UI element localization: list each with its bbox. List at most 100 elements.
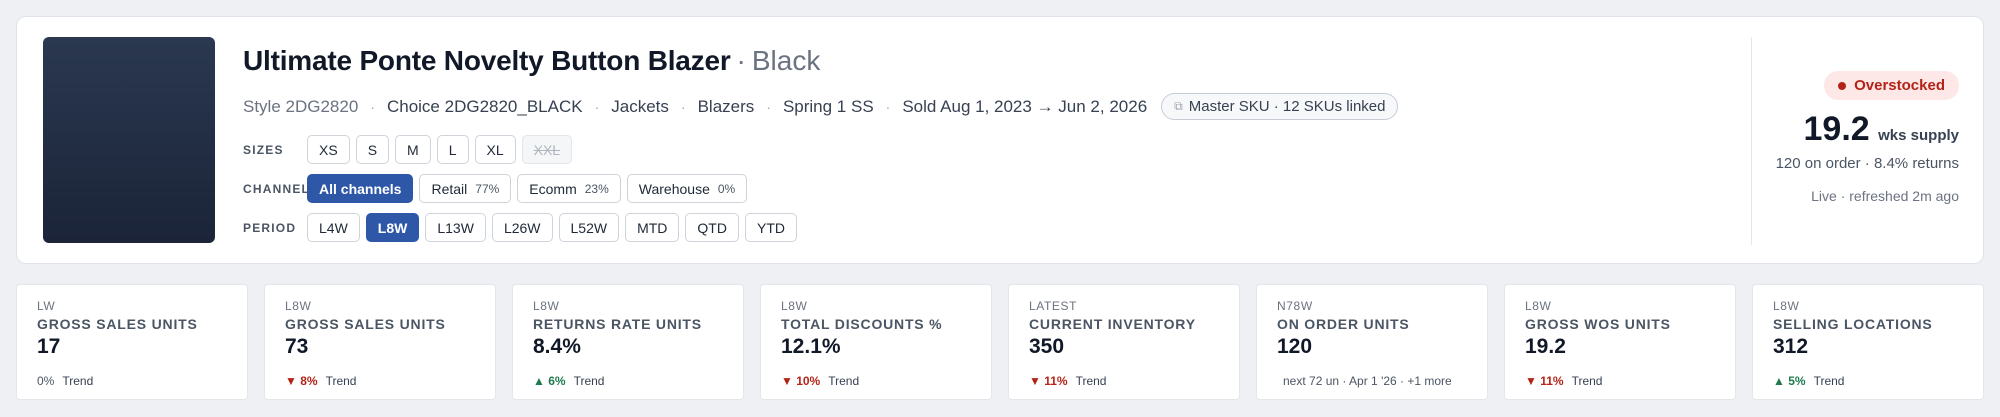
channel-chip-all-channels[interactable]: All channels	[307, 174, 414, 203]
channel-chip-name: Warehouse	[638, 180, 710, 197]
kpi-card[interactable]: L8W TOTAL DISCOUNTS % 12.1% ▼ 10% Trend	[760, 284, 992, 400]
period-row: PERIOD L4W L8W L13W L26W L52W MTD QTD YTD	[243, 213, 803, 242]
kpi-label: TOTAL DISCOUNTS %	[781, 316, 943, 332]
sold-range: Sold Aug 1, 2023 → Jun 2, 2026	[902, 96, 1148, 116]
sizes-row: SIZES XS S M L XL XXL	[243, 135, 578, 164]
link-icon: ⧉	[1174, 99, 1183, 113]
kpi-card[interactable]: L8W GROSS SALES UNITS 73 ▼ 8% Trend	[264, 284, 496, 400]
master-sku-pill[interactable]: ⧉ Master SKU · 12 SKUs linked	[1161, 93, 1399, 120]
kpi-label: GROSS WOS UNITS	[1525, 316, 1671, 332]
department: Jackets	[611, 96, 669, 116]
kpi-period: LATEST	[1029, 299, 1078, 313]
title-separator: ·	[736, 45, 746, 76]
style-code: Style 2DG2820	[243, 96, 359, 116]
channel-chip-retail[interactable]: Retail 77%	[419, 174, 512, 203]
kpi-period: L8W	[1773, 299, 1800, 313]
kpi-note: next 72 un · Apr 1 '26 · +1 more	[1283, 374, 1452, 388]
master-sku-label: Master SKU · 12 SKUs linked	[1188, 98, 1386, 115]
channel-chip-ecomm[interactable]: Ecomm 23%	[517, 174, 621, 203]
size-chip-m[interactable]: M	[395, 135, 431, 164]
kpi-value: 19.2	[1525, 335, 1566, 358]
side-divider	[1751, 37, 1752, 245]
kpi-value: 17	[37, 335, 61, 358]
size-chip-l[interactable]: L	[436, 135, 469, 164]
kpi-trend: 0% Trend	[37, 374, 227, 388]
size-chip-xs[interactable]: XS	[307, 135, 350, 164]
period-label: PERIOD	[243, 220, 297, 235]
kpi-value: 350	[1029, 335, 1065, 358]
product-thumbnail[interactable]	[43, 37, 215, 243]
product-header-card: Ultimate Ponte Novelty Button Blazer · Bla…	[16, 16, 1984, 264]
period-chip-l4w[interactable]: L4W	[307, 213, 360, 242]
kpi-trend: ▼ 11% Trend	[1525, 374, 1715, 388]
product-title: Ultimate Ponte Novelty Button Blazer	[243, 45, 731, 76]
status-badge: Overstocked	[1824, 71, 1959, 100]
period-chip-ytd[interactable]: YTD	[744, 213, 797, 242]
period-chip-l8w[interactable]: L8W	[365, 213, 420, 242]
period-chip-qtd[interactable]: QTD	[685, 213, 739, 242]
kpi-card[interactable]: LW GROSS SALES UNITS 17 0% Trend	[16, 284, 248, 400]
trend-delta: ▼ 11%	[1525, 374, 1564, 388]
trend-delta: ▲ 5%	[1773, 374, 1806, 388]
kpi-label: SELLING LOCATIONS	[1773, 316, 1933, 332]
kpi-label: RETURNS RATE UNITS	[533, 316, 702, 332]
trend-delta: 0%	[37, 374, 55, 388]
kpi-card[interactable]: L8W GROSS WOS UNITS 19.2 ▼ 11% Trend	[1504, 284, 1736, 400]
trend-delta: ▼ 10%	[781, 374, 821, 388]
channel-chip-warehouse[interactable]: Warehouse 0%	[626, 174, 748, 203]
size-chip-xxl: XXL	[521, 135, 573, 164]
meta-separator: ·	[680, 98, 686, 115]
channel-chip-share: 0%	[717, 181, 736, 196]
season: Spring 1 SS	[782, 96, 874, 116]
trend-delta: ▼ 11%	[1029, 374, 1068, 388]
trend-delta: ▲ 6%	[533, 374, 566, 388]
kpi-period: L8W	[533, 299, 560, 313]
sizes-label: SIZES	[243, 142, 284, 157]
class: Blazers	[697, 96, 755, 116]
size-chip-xl[interactable]: XL	[474, 135, 516, 164]
channel-row: CHANNEL All channels Retail 77% Ecomm 23% War…	[243, 174, 753, 203]
kpi-period: L8W	[1525, 299, 1552, 313]
period-chip-l26w[interactable]: L26W	[491, 213, 553, 242]
refresh-status: Live · refreshed 2m ago	[1811, 188, 1959, 204]
kpi-value: 120	[1277, 335, 1313, 358]
trend-label: Trend	[1813, 374, 1845, 388]
kpi-period: L8W	[781, 299, 808, 313]
status-dot-icon	[1838, 81, 1847, 90]
status-panel: Overstocked 19.2 wks supply 120 on order…	[1776, 71, 1959, 204]
channel-chip-name: Ecomm	[529, 180, 577, 197]
product-color: Black	[751, 45, 821, 76]
kpi-label: CURRENT INVENTORY	[1029, 316, 1196, 332]
meta-separator: ·	[766, 98, 771, 115]
size-chip-s[interactable]: S	[355, 135, 390, 164]
trend-delta: ▼ 8%	[285, 374, 318, 388]
sizes-chip-group: XS S M L XL XXL	[307, 135, 578, 164]
kpi-card[interactable]: N78W ON ORDER UNITS 120 next 72 un · Apr 1 …	[1256, 284, 1488, 400]
meta-separator: ·	[594, 98, 600, 115]
kpi-value: 12.1%	[781, 335, 841, 358]
kpi-card[interactable]: L8W SELLING LOCATIONS 312 ▲ 5% Trend	[1752, 284, 1984, 400]
kpi-label: GROSS SALES UNITS	[37, 316, 198, 332]
kpi-period: N78W	[1277, 299, 1313, 313]
channel-chip-share: 77%	[475, 181, 500, 196]
kpi-value: 312	[1773, 335, 1809, 358]
period-chip-mtd[interactable]: MTD	[625, 213, 680, 242]
kpi-label: ON ORDER UNITS	[1277, 316, 1410, 332]
kpi-trend: ▲ 5% Trend	[1773, 374, 1963, 388]
kpi-card[interactable]: L8W RETURNS RATE UNITS 8.4% ▲ 6% Trend	[512, 284, 744, 400]
status-badge-label: Overstocked	[1854, 77, 1945, 94]
kpi-value: 8.4%	[533, 335, 581, 358]
kpi-card[interactable]: LATEST CURRENT INVENTORY 350 ▼ 11% Trend	[1008, 284, 1240, 400]
trend-label: Trend	[325, 374, 357, 388]
weeks-supply: 19.2 wks supply	[1776, 110, 1960, 149]
meta-separator: ·	[885, 98, 891, 115]
kpi-period: L8W	[285, 299, 312, 313]
period-chip-l13w[interactable]: L13W	[425, 213, 486, 242]
kpi-trend: ▲ 6% Trend	[533, 374, 723, 388]
on-order-returns: 120 on order · 8.4% returns	[1775, 155, 1959, 172]
kpi-label: GROSS SALES UNITS	[285, 316, 446, 332]
weeks-supply-value: 19.2	[1803, 110, 1870, 148]
product-title-row: Ultimate Ponte Novelty Button Blazer · Bla…	[243, 45, 820, 77]
trend-label: Trend	[573, 374, 605, 388]
period-chip-l52w[interactable]: L52W	[558, 213, 620, 242]
